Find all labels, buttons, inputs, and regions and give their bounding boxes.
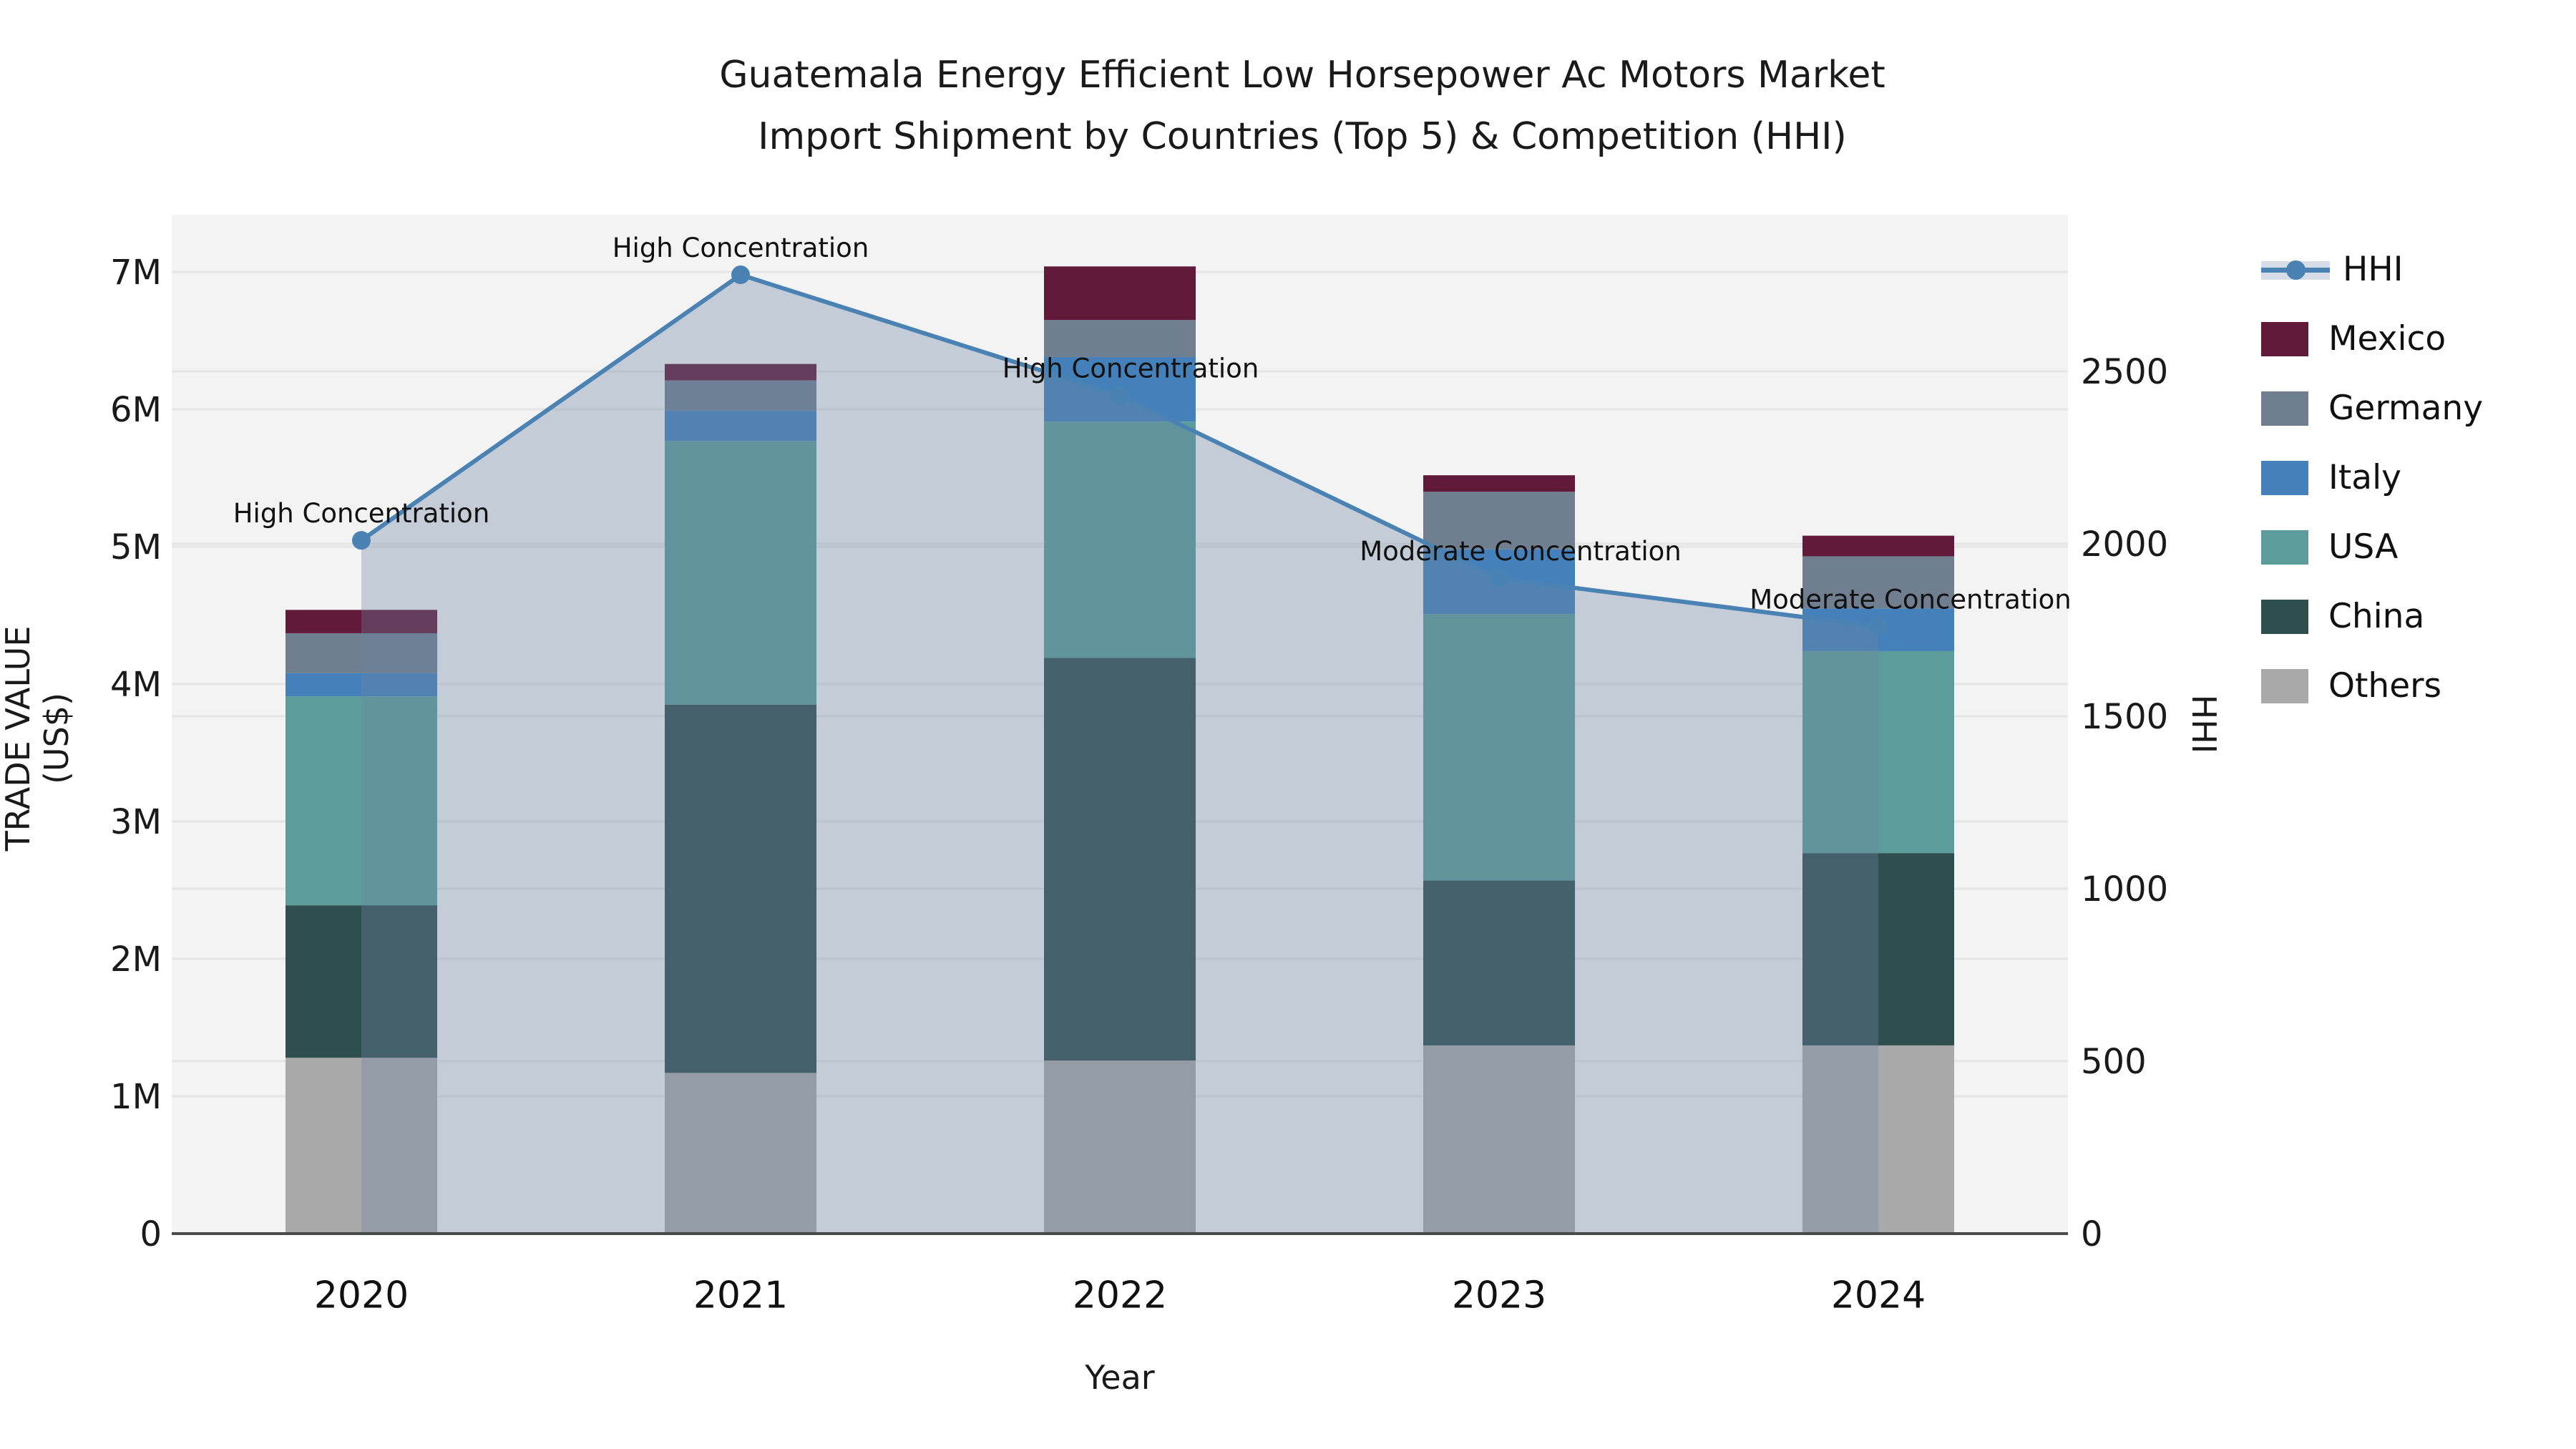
legend-label: HHI: [2343, 250, 2404, 289]
legend-item-others: Others: [2261, 651, 2483, 721]
bar-segment-germany-2023: [1423, 492, 1575, 550]
legend-item-china: China: [2261, 582, 2483, 651]
legend-label: Others: [2328, 666, 2441, 706]
bar-segment-germany-2020: [286, 633, 437, 673]
x-tick-label-2022: 2022: [1073, 1274, 1167, 1317]
x-tick-label-2024: 2024: [1831, 1274, 1926, 1317]
y-left-tick-label: 0: [140, 1214, 162, 1254]
y-left-tick-label: 5M: [110, 527, 162, 567]
legend-label: USA: [2328, 527, 2399, 567]
hhi-marker-2020: [352, 531, 371, 550]
bar-segment-china-2022: [1044, 658, 1196, 1061]
y-right-tick-label: 1500: [2081, 697, 2168, 737]
bar-segment-germany-2022: [1044, 320, 1196, 358]
annotation-label: High Concentration: [613, 233, 869, 263]
bar-segment-mexico-2022: [1044, 266, 1196, 321]
hhi-area-fill: [361, 275, 1878, 1234]
legend-swatch-china: [2261, 599, 2308, 634]
bar-segment-usa-2024: [1802, 650, 1954, 854]
y-axis-label-left: TRADE VALUE (US$): [0, 625, 76, 852]
bar-segment-mexico-2023: [1423, 475, 1575, 492]
hhi-marker-2021: [731, 265, 750, 285]
chart-title-line2: Import Shipment by Countries (Top 5) & C…: [758, 115, 1847, 158]
legend-label: China: [2328, 597, 2425, 636]
legend-item-hhi: HHI: [2261, 235, 2483, 304]
bar-segment-others-2022: [1044, 1060, 1196, 1234]
legend-item-germany: Germany: [2261, 374, 2483, 443]
y-left-tick-label: 1M: [110, 1077, 162, 1117]
x-tick-label-2021: 2021: [693, 1274, 788, 1317]
bar-segment-others-2023: [1423, 1045, 1575, 1234]
chart-title: Guatemala Energy Efficient Low Horsepowe…: [0, 44, 2576, 167]
y-right-tick-label: 2500: [2081, 352, 2168, 392]
legend-hhi-line-icon: [2261, 253, 2330, 287]
bar-segment-china-2024: [1802, 853, 1954, 1045]
bar-segment-italy-2020: [286, 673, 437, 697]
bar-segment-italy-2021: [665, 410, 816, 441]
hhi-marker-2024: [1869, 617, 1888, 636]
legend-label: Germany: [2328, 389, 2484, 428]
legend-swatch-italy: [2261, 460, 2308, 495]
hhi-marker-2022: [1111, 386, 1129, 405]
annotation-label: Moderate Concentration: [1750, 585, 2071, 615]
y-left-tick-label: 3M: [110, 802, 162, 842]
y-left-tick-label: 4M: [110, 665, 162, 705]
bar-segment-china-2023: [1423, 880, 1575, 1045]
chart-title-line1: Guatemala Energy Efficient Low Horsepowe…: [719, 54, 1885, 97]
legend-swatch-mexico: [2261, 321, 2308, 356]
x-tick-label-2023: 2023: [1452, 1274, 1546, 1317]
legend-swatch-germany: [2261, 391, 2308, 426]
bar-segment-others-2024: [1802, 1045, 1954, 1234]
bar-segment-china-2020: [286, 905, 437, 1058]
bar-segment-usa-2020: [286, 696, 437, 906]
bar-segment-germany-2024: [1802, 556, 1954, 609]
legend-item-mexico: Mexico: [2261, 304, 2483, 374]
bar-segment-usa-2021: [665, 441, 816, 705]
annotation-label: High Concentration: [233, 498, 490, 529]
x-axis-label: Year: [1085, 1358, 1155, 1397]
y-right-tick-label: 2000: [2081, 525, 2168, 565]
y-right-tick-label: 0: [2081, 1214, 2103, 1254]
bar-segment-mexico-2020: [286, 610, 437, 633]
bar-segment-usa-2022: [1044, 421, 1196, 658]
bar-segment-germany-2021: [665, 380, 816, 411]
bar-segment-mexico-2021: [665, 364, 816, 381]
legend-swatch-usa: [2261, 530, 2308, 565]
y-right-tick-label: 500: [2081, 1042, 2147, 1082]
annotation-label: Moderate Concentration: [1360, 536, 1681, 567]
bar-segment-others-2021: [665, 1073, 816, 1234]
legend-label: Italy: [2328, 458, 2401, 497]
bar-segment-usa-2023: [1423, 614, 1575, 881]
legend-label: Mexico: [2328, 319, 2446, 358]
bar-segment-others-2020: [286, 1058, 437, 1234]
y-axis-label-right: HHI: [2185, 694, 2223, 754]
bar-segment-mexico-2024: [1802, 535, 1954, 557]
hhi-marker-2023: [1490, 569, 1508, 588]
legend: HHI Mexico Germany Italy USA China Others: [2261, 235, 2483, 721]
legend-item-italy: Italy: [2261, 443, 2483, 512]
y-left-tick-label: 2M: [110, 940, 162, 980]
legend-item-usa: USA: [2261, 512, 2483, 582]
y-right-tick-label: 1000: [2081, 869, 2168, 909]
x-tick-label-2020: 2020: [314, 1274, 409, 1317]
bar-segment-china-2021: [665, 704, 816, 1073]
legend-swatch-others: [2261, 668, 2308, 703]
y-left-tick-label: 7M: [110, 253, 162, 293]
annotation-label: High Concentration: [1002, 353, 1259, 384]
y-left-tick-label: 6M: [110, 390, 162, 430]
